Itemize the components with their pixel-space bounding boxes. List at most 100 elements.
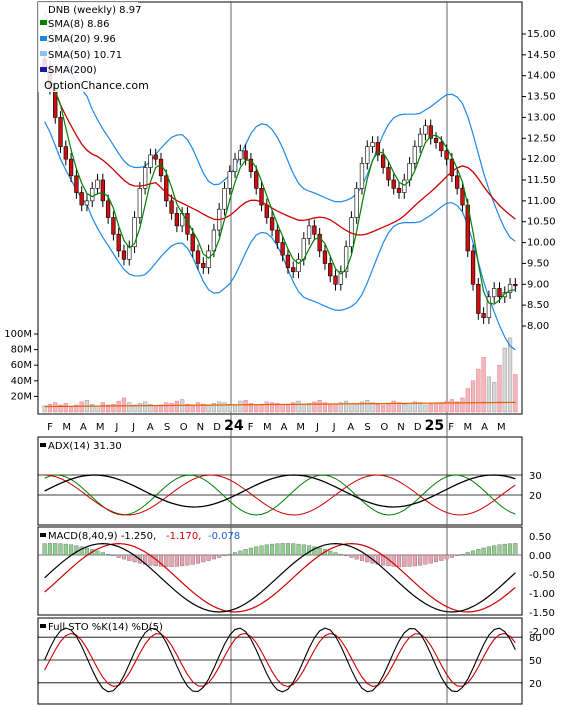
volume-bar xyxy=(502,347,507,413)
macd-histogram-bar xyxy=(63,543,68,556)
macd-histogram-bar xyxy=(285,543,290,556)
volume-bars xyxy=(42,337,518,413)
candle-body xyxy=(322,250,328,264)
macd-histogram-bar xyxy=(465,552,470,556)
price-tick-label: 10.50 xyxy=(527,217,556,228)
volume-bar xyxy=(433,403,439,413)
candle-body xyxy=(132,217,137,248)
macd-tick-label: 0.00 xyxy=(529,551,551,562)
x-axis-label: M xyxy=(296,422,305,433)
volume-bar xyxy=(148,403,153,413)
legend-sma20: SMA(20) 9.96 xyxy=(48,34,116,45)
volume-bar xyxy=(513,374,518,413)
candle-body xyxy=(201,263,206,268)
candle-body xyxy=(285,254,291,268)
candle-body xyxy=(269,217,275,231)
macd-histogram-bar xyxy=(444,554,449,560)
x-axis-label: F xyxy=(448,422,454,433)
candle-body xyxy=(84,200,90,206)
x-axis-label: A xyxy=(481,422,488,433)
candle-body xyxy=(354,188,359,218)
volume-bar xyxy=(222,402,227,413)
x-axis-label: M xyxy=(497,422,506,433)
volume-bar xyxy=(402,403,407,413)
x-axis-label: J xyxy=(315,422,319,433)
candle-body xyxy=(343,246,349,273)
macd-histogram-bar xyxy=(222,554,227,557)
price-tick-label: 11.50 xyxy=(527,175,556,186)
macd-histogram-bar xyxy=(275,543,280,556)
volume-tick-label: 100M xyxy=(4,329,32,340)
ticker-label: DNB (weekly) 8.97 xyxy=(48,5,141,16)
macd-histogram-bar xyxy=(412,554,417,567)
candle-body xyxy=(63,146,68,160)
sma50-line xyxy=(44,67,516,236)
macd-histogram-bar xyxy=(439,554,444,561)
candle-body xyxy=(190,233,195,252)
candle-body xyxy=(174,213,180,227)
macd-histogram-bar xyxy=(254,546,259,556)
legend-sma8: SMA(8) 8.86 xyxy=(48,19,109,30)
volume-bar xyxy=(58,404,63,413)
price-panel-frame xyxy=(37,1,523,415)
volume-bar xyxy=(449,399,454,413)
x-axis-label: M xyxy=(96,422,105,433)
volume-bar xyxy=(132,404,137,413)
candle-body xyxy=(402,179,407,193)
candle-body xyxy=(227,171,232,189)
volume-bar xyxy=(190,404,195,413)
macd-histogram-bar xyxy=(217,554,222,558)
x-axis-label: O xyxy=(380,422,388,433)
candle-body xyxy=(264,204,269,218)
stoch-tick-label: 20 xyxy=(529,679,542,690)
macd-tick-label: 0.50 xyxy=(529,532,551,543)
macd-histogram-bar xyxy=(47,543,52,556)
stoch-tick-label: 80 xyxy=(529,633,542,644)
candle-body xyxy=(195,250,201,264)
moving-averages xyxy=(44,67,516,305)
candle-body xyxy=(312,225,317,235)
macd-histogram-bar xyxy=(460,553,465,556)
macd-histogram-bar xyxy=(201,554,206,563)
macd-histogram-bar xyxy=(243,549,248,556)
macd-label: MACD(8,40,9) -1.250, xyxy=(48,531,156,542)
macd-histogram-bar xyxy=(164,554,169,567)
x-axis-label: M xyxy=(263,422,272,433)
candle-body xyxy=(486,296,492,318)
candle-body xyxy=(444,150,449,160)
x-axis-label: A xyxy=(80,422,87,433)
candle-body xyxy=(433,137,439,143)
volume-tick-label: 40M xyxy=(11,376,32,387)
volume-axis-ticks: 100M 80M 60M 40M 20M xyxy=(4,329,38,402)
volume-bar xyxy=(391,400,396,413)
x-axis-label: D xyxy=(213,422,221,433)
candle-body xyxy=(396,188,402,193)
candle-body xyxy=(164,175,169,202)
stoch-label-swatch xyxy=(40,624,46,628)
macd-histogram-bar xyxy=(396,554,402,567)
volume-bar xyxy=(106,404,111,413)
volume-bar xyxy=(111,403,116,413)
candle-body xyxy=(254,171,259,189)
volume-tick-label: 80M xyxy=(11,345,32,356)
candle-body xyxy=(68,158,74,177)
volume-bar xyxy=(344,400,349,413)
macd-histogram-bar xyxy=(407,554,412,567)
volume-bar xyxy=(312,401,317,413)
volume-bar xyxy=(322,402,328,413)
volume-bar xyxy=(280,403,285,413)
candle-body xyxy=(439,142,444,152)
candle-body xyxy=(460,188,465,206)
volume-bar xyxy=(68,406,74,413)
adx-tick-label: 30 xyxy=(529,471,542,482)
price-tick-label: 13.50 xyxy=(527,92,556,103)
volume-bar xyxy=(381,404,386,413)
adx-label: ADX(14) 31.30 xyxy=(48,441,122,452)
candle-body xyxy=(275,229,280,243)
macd-histogram-bar xyxy=(264,544,269,556)
sma8-line xyxy=(44,67,516,305)
volume-bar xyxy=(264,401,269,413)
stoch-panel: 80 50 20 xyxy=(38,627,542,693)
volume-bar xyxy=(418,402,423,413)
price-tick-label: 10.00 xyxy=(527,238,556,249)
